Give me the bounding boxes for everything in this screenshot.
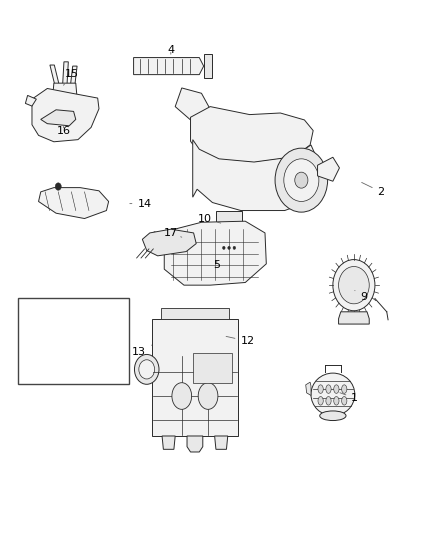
Polygon shape (175, 88, 210, 120)
Ellipse shape (318, 397, 323, 405)
Circle shape (339, 266, 369, 304)
Bar (193, 353, 232, 383)
Text: 15: 15 (64, 69, 79, 85)
Polygon shape (51, 97, 79, 103)
Text: 17: 17 (164, 228, 182, 238)
Polygon shape (134, 58, 204, 75)
Polygon shape (162, 436, 175, 449)
Ellipse shape (334, 397, 339, 405)
Ellipse shape (326, 397, 331, 405)
Polygon shape (215, 436, 228, 449)
Polygon shape (187, 436, 203, 452)
Text: 10: 10 (198, 214, 221, 223)
Text: 1: 1 (340, 393, 358, 403)
Polygon shape (25, 95, 36, 106)
Ellipse shape (326, 385, 331, 393)
Polygon shape (41, 110, 76, 126)
Ellipse shape (334, 385, 339, 393)
Polygon shape (63, 62, 68, 85)
Polygon shape (216, 211, 242, 245)
Polygon shape (32, 88, 99, 142)
Bar (18, 298, 129, 384)
Ellipse shape (172, 383, 192, 409)
Polygon shape (339, 312, 369, 324)
Polygon shape (306, 382, 311, 395)
Polygon shape (71, 66, 77, 85)
Text: 9: 9 (355, 290, 367, 302)
Polygon shape (142, 229, 196, 256)
Circle shape (139, 360, 155, 379)
Ellipse shape (320, 411, 346, 421)
Polygon shape (318, 157, 339, 181)
Polygon shape (164, 221, 266, 285)
Text: 12: 12 (226, 336, 254, 346)
Circle shape (295, 172, 308, 188)
Text: 5: 5 (213, 261, 220, 270)
Text: 2: 2 (362, 182, 385, 197)
Ellipse shape (198, 383, 218, 409)
Bar (152, 319, 238, 436)
Circle shape (134, 354, 159, 384)
Circle shape (233, 246, 236, 249)
Circle shape (223, 246, 225, 249)
Circle shape (275, 148, 328, 212)
Ellipse shape (318, 385, 323, 393)
Polygon shape (53, 83, 77, 98)
Bar (161, 308, 229, 319)
Polygon shape (204, 54, 212, 78)
Text: 13: 13 (132, 345, 152, 357)
Polygon shape (151, 232, 164, 253)
Text: 16: 16 (57, 126, 71, 135)
Circle shape (284, 159, 319, 201)
Circle shape (55, 183, 61, 190)
Text: 4: 4 (167, 45, 174, 54)
Circle shape (228, 246, 230, 249)
Ellipse shape (342, 397, 347, 405)
Text: 14: 14 (130, 199, 152, 208)
Polygon shape (191, 107, 313, 163)
Polygon shape (39, 188, 109, 219)
Circle shape (333, 260, 375, 311)
Ellipse shape (342, 385, 347, 393)
Polygon shape (50, 65, 59, 85)
Polygon shape (193, 140, 318, 211)
Polygon shape (220, 245, 238, 252)
Ellipse shape (311, 373, 355, 416)
